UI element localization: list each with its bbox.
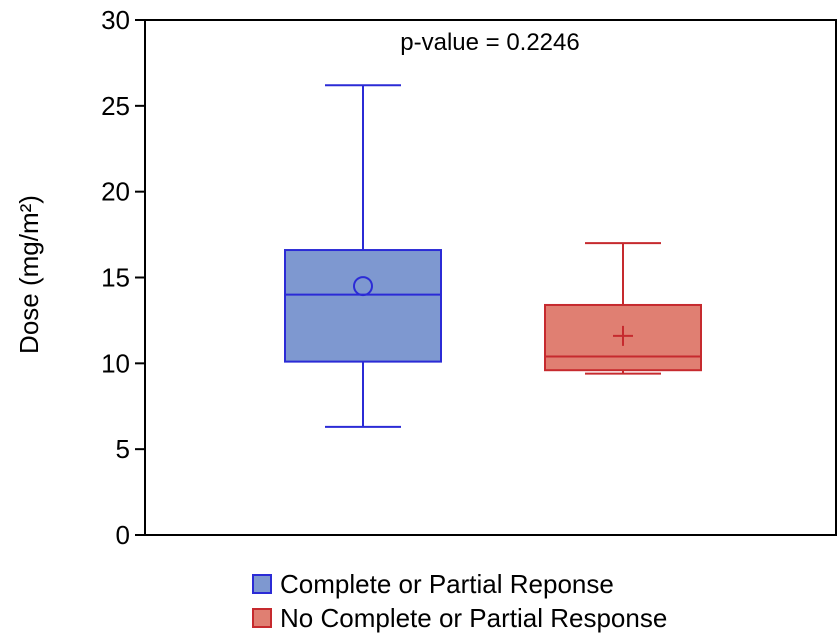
legend-item-no-complete-or-partial: No Complete or Partial Response xyxy=(252,601,667,635)
y-tick-label-10: 10 xyxy=(101,348,130,378)
y-axis: 0 5 10 15 20 25 30 xyxy=(101,5,145,550)
y-tick-label-15: 15 xyxy=(101,263,130,293)
plot-area-frame xyxy=(144,19,837,536)
p-value-annotation: p-value = 0.2246 xyxy=(400,29,579,56)
mean-marker-circle xyxy=(353,276,373,297)
y-tick-label-30: 30 xyxy=(101,5,130,35)
boxes-group xyxy=(284,84,702,428)
legend-swatch-blue xyxy=(252,574,272,594)
legend-label-no-complete-or-partial: No Complete or Partial Response xyxy=(280,602,668,633)
y-tick-label-25: 25 xyxy=(101,91,130,121)
box-complete-or-partial xyxy=(284,84,442,428)
y-tick-label-20: 20 xyxy=(101,177,130,207)
box-no-complete-or-partial xyxy=(544,242,702,375)
legend-label-complete-or-partial: Complete or Partial Reponse xyxy=(280,568,614,599)
interquartile-box xyxy=(284,249,442,363)
legend: Complete or Partial Reponse No Complete … xyxy=(252,567,667,635)
y-axis-label: Dose (mg/m²) xyxy=(14,195,44,354)
legend-item-complete-or-partial: Complete or Partial Reponse xyxy=(252,567,667,601)
y-tick-label-0: 0 xyxy=(116,520,130,550)
y-tick-label-5: 5 xyxy=(116,434,130,464)
legend-swatch-red xyxy=(252,608,272,628)
